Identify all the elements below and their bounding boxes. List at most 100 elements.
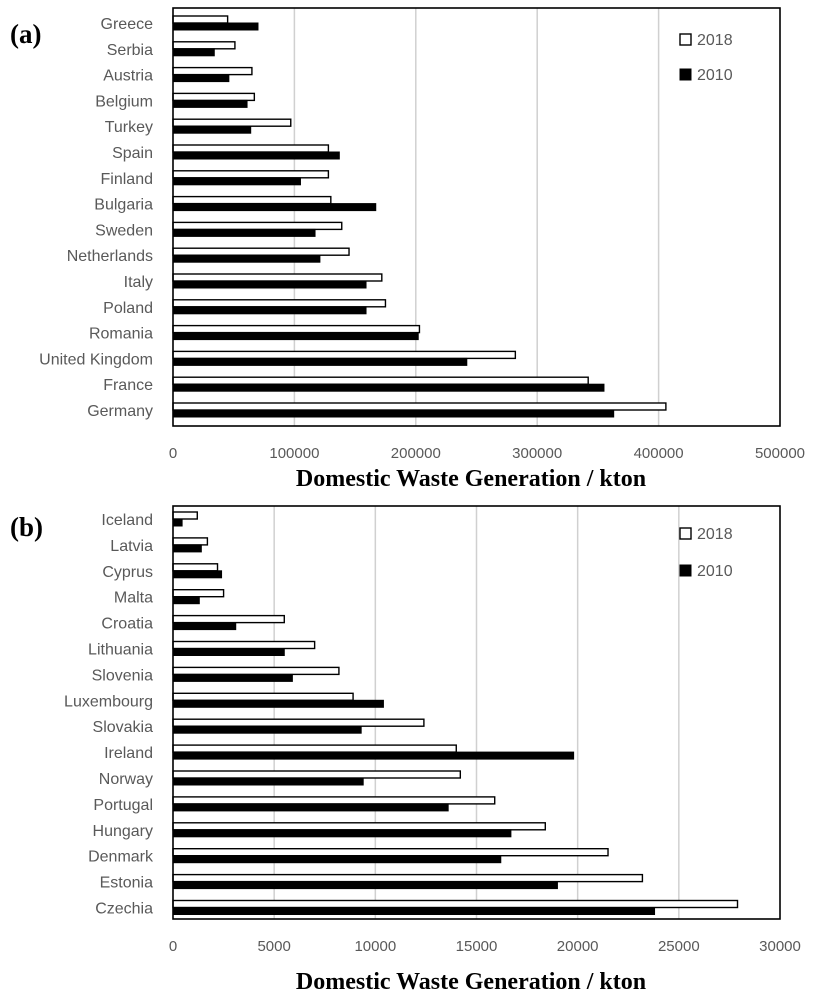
category-label: Malta (114, 590, 153, 607)
bar-2018-italy (172, 273, 383, 282)
bar-2010-croatia (172, 622, 237, 631)
bar-2018-estonia (172, 873, 644, 883)
category-label: Austria (103, 68, 153, 85)
bar-2018-cyprus (172, 563, 219, 572)
plot-frame-a (172, 7, 781, 427)
legend-swatch-2018 (679, 527, 692, 540)
category-label: Belgium (95, 93, 153, 110)
category-label: Greece (101, 16, 154, 33)
category-label: Slovenia (92, 667, 153, 684)
legend-label-2018: 2018 (697, 526, 733, 543)
bar-2010-czechia (172, 907, 656, 915)
bar-2018-norway (172, 770, 462, 779)
bar-2010-austria (172, 74, 230, 83)
x-tick-label: 0 (169, 445, 177, 462)
bar-2018-iceland (172, 511, 198, 520)
bar-2010-denmark (172, 855, 502, 864)
category-label: Turkey (105, 119, 153, 136)
bar-2010-hungary (172, 829, 512, 838)
bar-2010-united-kingdom (172, 357, 468, 366)
bar-2010-slovakia (172, 725, 362, 734)
bar-2018-luxembourg (172, 692, 354, 701)
bar-2018-poland (172, 299, 387, 308)
bar-2010-sweden (172, 228, 316, 237)
bar-2010-italy (172, 280, 367, 289)
bar-2010-finland (172, 177, 301, 186)
bar-2010-lithuania (172, 648, 285, 656)
bar-2018-hungary (172, 822, 546, 831)
category-label: Bulgaria (94, 197, 153, 214)
category-label: Estonia (100, 875, 153, 892)
panel-label-b: (b) (10, 512, 43, 542)
category-label: Czechia (95, 901, 153, 918)
plot-frame-b (172, 505, 781, 920)
bar-2010-iceland (172, 518, 183, 527)
category-label: Luxembourg (64, 693, 153, 710)
bar-2010-romania (172, 332, 419, 341)
legend-swatch-2010 (679, 68, 692, 81)
bar-2018-portugal (172, 796, 496, 805)
bar-2018-slovakia (172, 718, 425, 727)
bar-2010-norway (172, 777, 364, 786)
category-label: Iceland (101, 512, 153, 529)
category-label: Italy (124, 274, 153, 291)
bar-2018-croatia (172, 614, 285, 624)
bar-2018-ireland (172, 744, 457, 753)
category-label: France (103, 377, 153, 394)
category-label: Portugal (93, 797, 153, 814)
bar-2010-netherlands (172, 254, 321, 263)
category-label: Lithuania (88, 642, 153, 659)
x-tick-label: 400000 (634, 445, 684, 462)
x-tick-label: 200000 (391, 445, 441, 462)
bar-2010-turkey (172, 125, 252, 134)
bar-2018-slovenia (172, 666, 340, 676)
category-label: Spain (112, 145, 153, 162)
x-tick-label: 0 (169, 938, 177, 955)
bar-2018-bulgaria (172, 195, 332, 205)
category-label: Croatia (101, 616, 153, 633)
legend-swatch-2018 (679, 33, 692, 46)
panel-label-a: (a) (10, 19, 41, 49)
bar-2010-belgium (172, 99, 248, 108)
category-label: Denmark (88, 849, 154, 866)
legend-label-2010: 2010 (697, 67, 733, 84)
legend-label-2018: 2018 (697, 32, 733, 49)
category-label: Netherlands (67, 248, 153, 265)
bar-2018-latvia (172, 537, 209, 546)
x-axis-title-b: Domestic Waste Generation / kton (296, 969, 646, 995)
bar-2010-ireland (172, 751, 575, 760)
x-tick-label: 5000 (257, 938, 290, 955)
category-label: Ireland (104, 745, 153, 762)
bar-2018-germany (172, 402, 667, 411)
bar-2018-greece (172, 15, 229, 24)
bar-2018-spain (172, 144, 330, 153)
x-tick-label: 20000 (557, 938, 599, 955)
bar-2010-spain (172, 151, 340, 160)
chart-panel-b: (b) Iceland Latvia Cyprus Malta Croatia Lithu… (10, 505, 801, 995)
x-axis-title-a: Domestic Waste Generation / kton (296, 466, 646, 492)
category-label: Cyprus (102, 564, 153, 581)
bar-2018-netherlands (172, 247, 350, 256)
legend-b: 2018 2010 (679, 526, 733, 580)
bar-2018-romania (172, 324, 421, 334)
chart-panel-a: (a) Greece Serbia Austria Belgium Turkey Spai… (10, 7, 805, 492)
bar-2018-denmark (172, 848, 609, 857)
legend-a: 2018 2010 (679, 32, 733, 84)
x-tick-label: 15000 (456, 938, 498, 955)
bar-2018-belgium (172, 92, 256, 102)
bar-2010-serbia (172, 48, 215, 57)
category-label: Romania (89, 326, 153, 343)
category-label: Norway (99, 771, 153, 788)
bar-2010-greece (172, 22, 259, 31)
bar-2010-portugal (172, 803, 449, 812)
category-label: Serbia (107, 42, 153, 59)
x-tick-label: 100000 (269, 445, 319, 462)
category-label: Slovakia (93, 719, 154, 736)
category-label: Hungary (93, 823, 153, 840)
bar-2018-united-kingdom (172, 350, 517, 360)
category-label: Sweden (95, 222, 153, 239)
bar-2018-france (172, 376, 589, 385)
category-label: Finland (101, 171, 153, 188)
bar-2010-luxembourg (172, 699, 384, 708)
